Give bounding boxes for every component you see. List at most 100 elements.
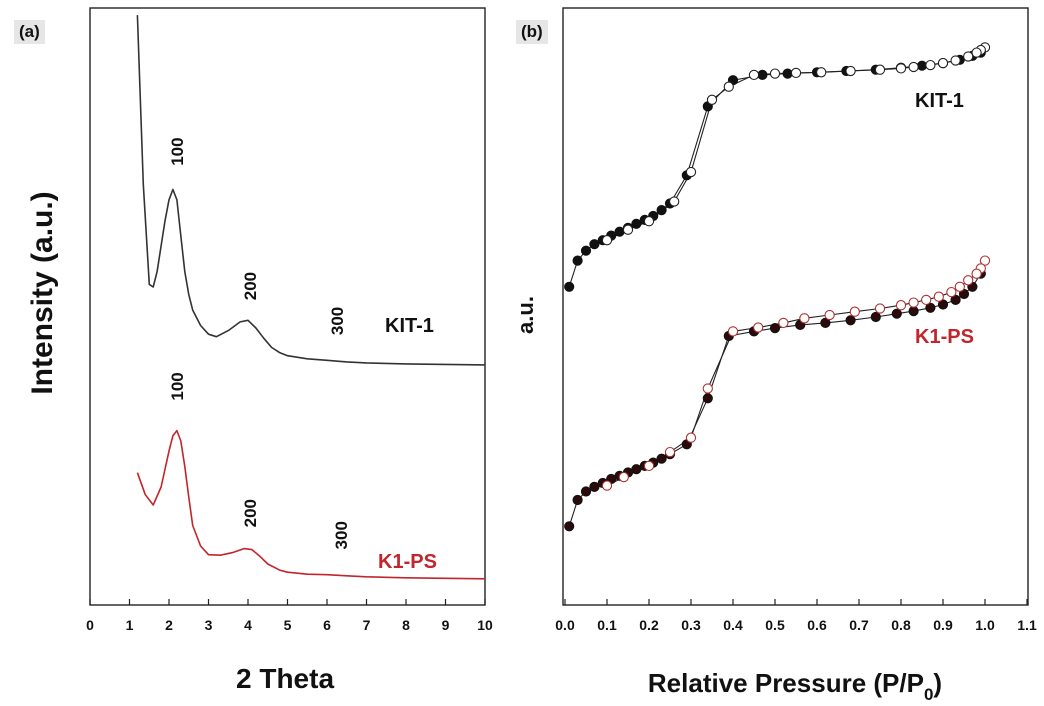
panel-b-desorption-point-k1ps <box>664 446 676 458</box>
panel-b-adsorption-point-k1ps <box>820 317 831 328</box>
panel-a-annotations: 100 200 300 100 200 300 <box>168 137 351 549</box>
panel-a-peak-label: 300 <box>328 307 347 335</box>
panel-b-adsorption-point-k1ps <box>589 481 600 492</box>
panel-b-label: (b) <box>516 20 548 44</box>
panel-b-tick-label: 0.4 <box>723 617 743 633</box>
panel-b-adsorption-point-k1ps <box>564 521 575 532</box>
panel-b-desorption-point-k1ps <box>963 275 974 286</box>
panel-b-adsorption-point-kit1 <box>580 245 592 256</box>
panel-b-desorption-point-k1ps <box>685 432 697 443</box>
panel-a-label-kit1: KIT-1 <box>385 315 434 337</box>
panel-a-series-line-k1ps <box>136 429 486 580</box>
panel-a-label: (a) <box>14 20 45 44</box>
panel-b-adsorption-point-k1ps <box>870 311 881 323</box>
panel-b-desorption-point-k1ps <box>601 480 613 491</box>
panel-b-adsorption-point-kit1 <box>564 281 575 292</box>
panel-a-peak-label: 200 <box>241 499 260 527</box>
panel-b-desorption-point-kit1 <box>769 68 781 79</box>
panel-b-desorption-point-kit1 <box>748 69 760 81</box>
panel-b-desorption-point-kit1 <box>950 55 961 66</box>
panel-b-adsorption-point-k1ps <box>891 308 902 319</box>
panel-a-x-axis: 0 1 2 3 4 5 6 7 8 9 10 <box>86 599 493 633</box>
panel-b-tick-label: 0.1 <box>597 617 617 633</box>
panel-b-adsorption-point-kit1 <box>572 255 583 266</box>
panel-b-desorption-point-k1ps <box>727 326 739 337</box>
panel-b-desorption-point-k1ps <box>971 268 982 279</box>
panel-a-peak-label: 300 <box>332 521 351 549</box>
panel-b-adsorption-point-k1ps <box>845 315 856 326</box>
panel-b-adsorption-point-k1ps <box>572 494 583 506</box>
panel-b-desorption-point-kit1 <box>723 81 734 92</box>
panel-b-tick-label: 0.7 <box>849 617 869 633</box>
panel-b-tick-label: 0.3 <box>681 617 701 633</box>
panel-b-y-title: a.u. <box>513 296 538 334</box>
panel-b-desorption-point-kit1 <box>622 224 634 235</box>
panel-b-adsorption-point-k1ps <box>925 302 936 313</box>
panel-b-desorption-point-k1ps <box>799 313 810 324</box>
panel-b-desorption-point-kit1 <box>963 51 974 62</box>
panel-b-adsorption-point-kit1 <box>656 205 667 216</box>
panel-b-adsorption-point-k1ps <box>908 306 919 317</box>
panel-b-adsorption-line-kit1 <box>568 52 982 287</box>
panel-b-x-axis: 0.0 0.1 0.2 0.3 0.4 0.5 0.6 0.7 0.8 0.9 1.0 1.1 <box>555 599 1037 633</box>
panel-b-tick-label: 1.1 <box>1017 617 1037 633</box>
panel-a-tick-label: 3 <box>205 617 213 633</box>
panel-b-desorption-point-kit1 <box>685 166 697 178</box>
panel-b-adsorption-point-k1ps <box>656 453 667 464</box>
panel-b-desorption-point-k1ps <box>979 255 991 266</box>
panel-b-tick-label: 0.6 <box>807 617 827 633</box>
panel-a-peak-label: 100 <box>168 137 187 165</box>
panel-b-x-title-main: Relative Pressure (P/P <box>648 668 924 698</box>
panel-b-adsorption-point-k1ps <box>631 464 642 475</box>
panel-b-desorption-line-k1ps <box>606 260 986 487</box>
panel-a-tick-label: 5 <box>284 617 292 633</box>
panel-b-adsorption-point-k1ps <box>769 323 781 334</box>
panel-a-peak-label: 100 <box>168 372 187 400</box>
panel-b-tick-label: 0.2 <box>639 617 659 633</box>
panel-b-series <box>564 42 991 532</box>
panel-b-desorption-point-k1ps <box>921 294 932 306</box>
panel-b-tick-label: 0.8 <box>891 617 911 633</box>
panel-b-desorption-point-kit1 <box>601 235 613 246</box>
panel-b-desorption-point-k1ps <box>908 297 919 308</box>
panel-b-label-kit1: KIT-1 <box>915 90 964 112</box>
panel-b-desorption-point-k1ps <box>753 322 764 333</box>
panel-b-adsorption-point-k1ps <box>950 294 961 305</box>
panel-a-y-title: Intensity (a.u.) <box>26 191 59 394</box>
panel-b-desorption-point-k1ps <box>895 300 907 311</box>
panel-b-desorption-point-kit1 <box>790 67 802 79</box>
panel-b-x-title-end: ) <box>933 668 942 698</box>
panel-b-adsorption-point-k1ps <box>702 393 713 404</box>
panel-b-desorption-point-k1ps <box>849 306 860 317</box>
panel-b-desorption-point-kit1 <box>971 47 982 58</box>
panel-b-adsorption-point-kit1 <box>782 68 793 79</box>
panel-a-frame <box>89 7 486 606</box>
panel-a-tick-label: 8 <box>402 617 410 633</box>
panel-a-label-k1ps: K1-PS <box>378 551 437 573</box>
panel-b-adsorption-point-k1ps <box>937 299 949 310</box>
panel-b-tick-label: 0.0 <box>555 617 575 633</box>
panel-a-x-title: 2 Theta <box>236 663 334 694</box>
panel-b-desorption-point-kit1 <box>908 61 919 73</box>
panel-a-tick-label: 2 <box>165 617 173 633</box>
panel-b-desorption-point-k1ps <box>874 303 886 314</box>
panel-a-tick-label: 9 <box>442 617 450 633</box>
panel-a-tick-label: 6 <box>323 617 331 633</box>
panel-b-desorption-point-kit1 <box>706 94 718 105</box>
panel-b-desorption-point-kit1 <box>925 59 936 71</box>
panel-b-desorption-point-k1ps <box>824 309 835 321</box>
panel-b-adsorption-point-k1ps <box>580 486 592 497</box>
panel-a-series <box>136 15 486 580</box>
panel-a-tick-label: 10 <box>477 617 493 633</box>
panel-b-desorption-point-k1ps <box>702 383 713 394</box>
panel-a-tick-label: 0 <box>86 617 94 633</box>
panel-a-tick-label: 4 <box>244 617 252 633</box>
panel-a-series-line-kit1 <box>136 15 486 366</box>
panel-b-desorption-point-kit1 <box>669 196 680 207</box>
panel-b-desorption-point-kit1 <box>845 65 856 77</box>
panel-b-x-title: Relative Pressure (P/P0) <box>648 668 942 704</box>
panel-a-tick-label: 7 <box>363 617 371 633</box>
panel-b-desorption-point-kit1 <box>816 67 827 78</box>
panel-b-desorption-point-k1ps <box>954 281 965 292</box>
